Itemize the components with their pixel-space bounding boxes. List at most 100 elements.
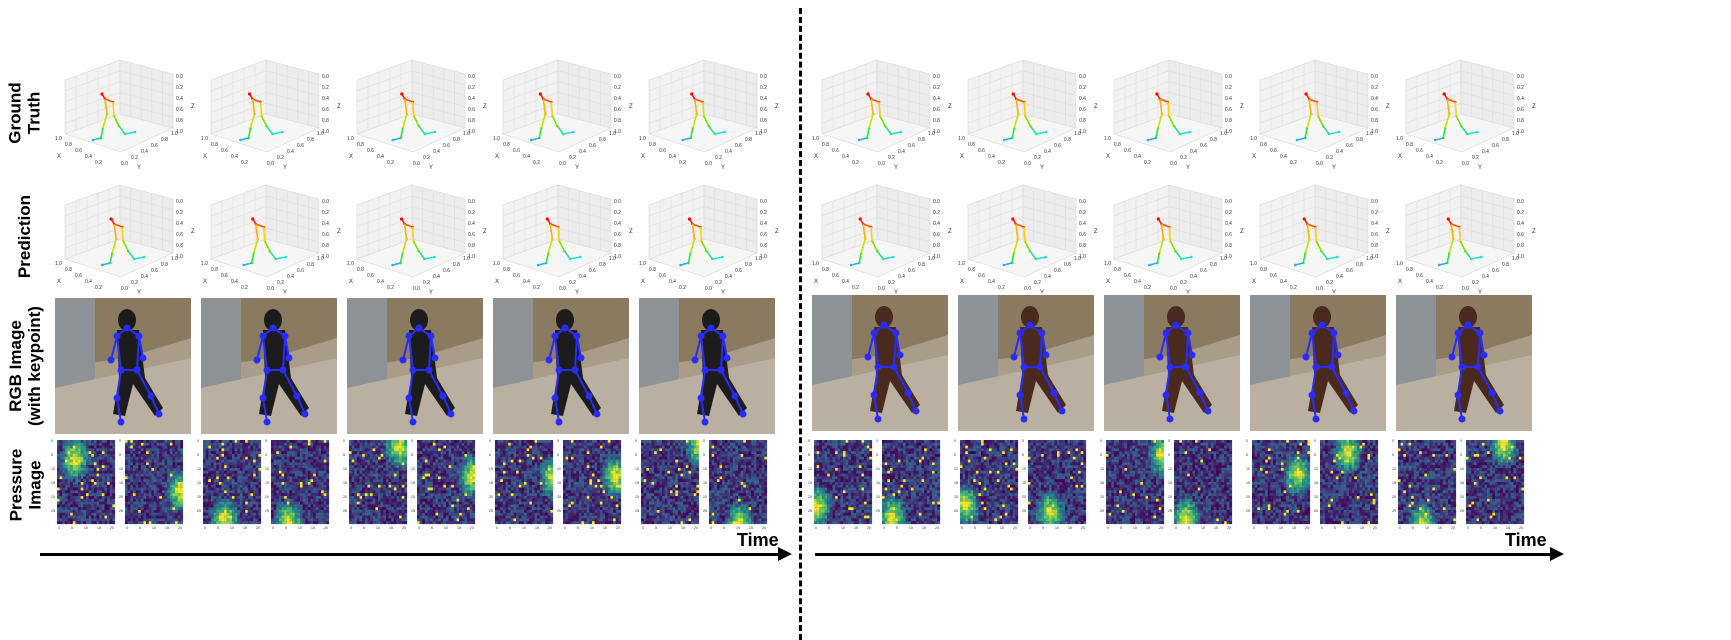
pressure-cell xyxy=(67,445,71,449)
pressure-x-tick: 0 xyxy=(418,526,420,530)
y-axis-label: Y xyxy=(429,165,433,170)
pressure-cell xyxy=(547,465,551,469)
time-arrow-right xyxy=(815,547,1564,561)
pressure-cell xyxy=(135,504,139,508)
pressure-cell xyxy=(545,445,548,449)
pressure-cell xyxy=(99,507,102,511)
pressure-cell xyxy=(297,496,301,499)
pressure-cell xyxy=(364,512,368,516)
pressure-cell xyxy=(464,473,468,477)
pressure-cell xyxy=(172,468,176,471)
pressure-cell xyxy=(419,459,423,463)
pressure-cell xyxy=(245,518,248,522)
pressure-cell xyxy=(80,510,84,513)
pressure-cell xyxy=(273,521,277,525)
pressure-cell xyxy=(210,515,214,519)
pressure-cell xyxy=(305,518,309,522)
pressure-cell xyxy=(391,501,394,505)
pressure-cell xyxy=(467,487,470,491)
pressure-cell xyxy=(497,487,501,491)
keypoint-edge xyxy=(408,335,414,371)
pressure-cell xyxy=(508,454,511,457)
pressure-cell xyxy=(88,456,92,460)
pressure-cell xyxy=(64,498,68,502)
pressure-cell xyxy=(208,476,212,480)
pressure-cell xyxy=(289,482,293,485)
row-label-pressure: Pressure Image xyxy=(0,438,50,532)
pressure-cell xyxy=(169,473,173,477)
pressure-cell xyxy=(57,454,60,457)
pressure-y-tick: 10 xyxy=(197,467,201,471)
pressure-cell xyxy=(218,507,222,511)
pressure-y-tick: 25 xyxy=(343,509,347,513)
pressure-cell xyxy=(59,496,63,499)
pressure-cell xyxy=(302,501,306,505)
pressure-cell xyxy=(239,510,243,513)
pressure-cell xyxy=(464,468,468,471)
pressure-cell xyxy=(399,521,402,525)
pressure-cell xyxy=(258,468,262,471)
pressure-cell xyxy=(380,465,384,469)
skeleton-bone xyxy=(127,250,135,260)
pressure-cell xyxy=(242,521,246,525)
pressure-cell xyxy=(354,510,358,513)
pressure-cell xyxy=(125,510,128,513)
pressure-cell xyxy=(356,451,360,455)
pressure-cell xyxy=(508,442,511,446)
pressure-cell xyxy=(151,459,155,463)
pressure-cell xyxy=(88,504,92,508)
pressure-cell xyxy=(271,504,274,508)
pressure-cell xyxy=(310,496,314,499)
pressure-cell xyxy=(351,440,355,443)
pressure-cell xyxy=(156,473,160,477)
pressure-cell xyxy=(417,476,420,480)
pressure-cell xyxy=(430,454,433,457)
x-tick: 1.0 xyxy=(55,261,62,267)
pressure-cell xyxy=(294,456,298,460)
pressure-cell xyxy=(91,493,95,497)
pressure-cell xyxy=(305,454,309,457)
floor xyxy=(63,238,175,278)
pressure-cell xyxy=(500,459,504,463)
z-tick: 0.4 xyxy=(468,96,475,102)
pressure-x-tick: 0 xyxy=(272,526,274,530)
pressure-cell xyxy=(446,507,449,511)
z-tick: 1.0 xyxy=(176,129,183,135)
pressure-cell xyxy=(500,445,504,449)
pressure-cell xyxy=(362,462,365,466)
pressure-cell xyxy=(464,515,468,519)
pressure-y-tick: 5 xyxy=(343,453,345,457)
pressure-cell xyxy=(218,451,222,455)
pressure-cell xyxy=(64,470,68,474)
pressure-cell xyxy=(218,476,222,480)
pressure-cell xyxy=(378,456,381,460)
pressure-cell xyxy=(292,518,295,522)
pressure-cell xyxy=(438,451,441,455)
pressure-cell xyxy=(67,507,71,511)
pressure-cell xyxy=(419,504,423,508)
pressure-cell xyxy=(383,479,387,483)
pressure-cell xyxy=(349,470,352,474)
pressure-cell xyxy=(253,496,256,499)
pressure-cell xyxy=(542,493,546,497)
pressure-cell xyxy=(326,442,330,446)
pressure-cell xyxy=(278,515,282,519)
pressure-cell xyxy=(159,498,163,502)
pressure-cell xyxy=(438,454,441,457)
pressure-cell xyxy=(93,490,97,494)
pressure-cell xyxy=(273,518,277,522)
pressure-cell xyxy=(175,442,178,446)
pressure-cell xyxy=(430,456,433,460)
pressure-cell xyxy=(315,454,319,457)
pressure-cell xyxy=(362,448,365,452)
pressure-cell xyxy=(253,498,256,502)
pressure-y-tick: 15 xyxy=(197,481,201,485)
pressure-cell xyxy=(383,470,387,474)
pressure-cell xyxy=(258,442,262,446)
pressure-cell xyxy=(226,462,230,466)
pressure-cell xyxy=(112,507,116,511)
pressure-cell xyxy=(399,493,402,497)
pressure-cell xyxy=(362,465,365,469)
pressure-cell xyxy=(354,518,358,522)
pressure-cell xyxy=(383,465,387,469)
